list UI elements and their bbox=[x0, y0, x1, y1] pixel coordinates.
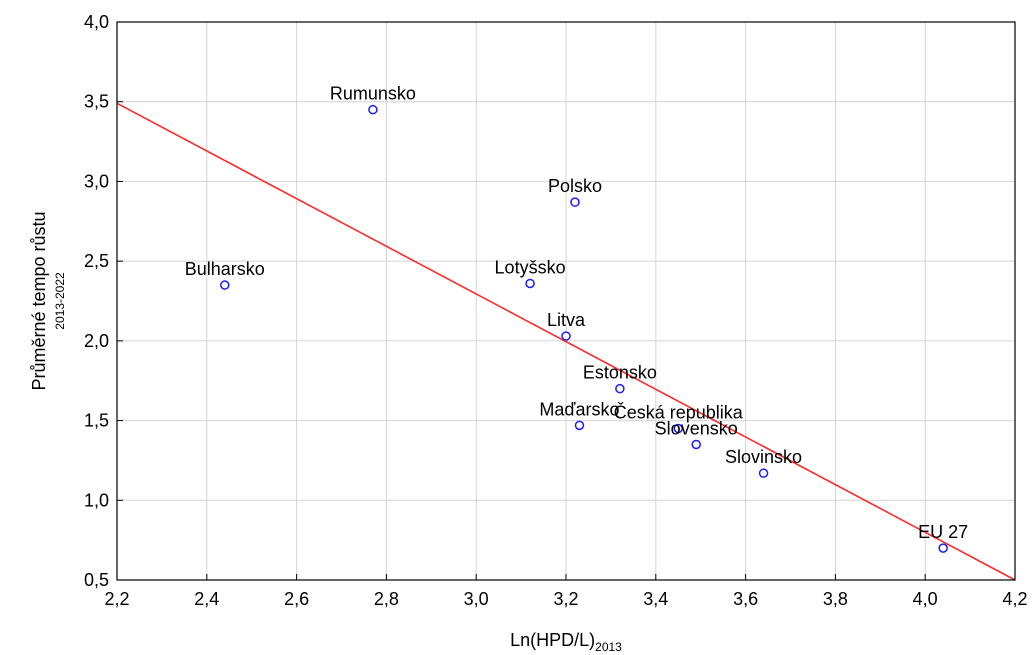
data-point bbox=[574, 420, 585, 431]
x-tick-label: 3,0 bbox=[464, 589, 489, 609]
point-label: Polsko bbox=[548, 176, 602, 196]
y-axis-title-group: Průměrné tempo růstu 2013-2022 bbox=[29, 211, 67, 390]
point-label: Bulharsko bbox=[185, 259, 265, 279]
x-tick-label: 2,2 bbox=[104, 589, 129, 609]
point-label: Slovensko bbox=[655, 418, 738, 438]
y-axis-title-subscript: 2013-2022 bbox=[53, 272, 67, 330]
x-tick-label: 3,8 bbox=[823, 589, 848, 609]
data-point bbox=[673, 423, 683, 434]
data-point bbox=[525, 278, 535, 289]
point-labels: Rumunsko Polsko Bulharsko Lotyšsko Litva Esto… bbox=[185, 84, 968, 542]
data-point bbox=[758, 468, 769, 478]
y-axis-title: Průměrné tempo růstu bbox=[29, 211, 49, 390]
point-label: Slovinsko bbox=[725, 447, 802, 467]
point-label: Estonsko bbox=[583, 363, 657, 383]
x-tick-label: 3,2 bbox=[553, 589, 578, 609]
x-axis-title-subscript: 2013 bbox=[595, 640, 622, 654]
x-axis-ticks: 2,2 2,4 2,6 2,8 3,0 3,2 3,4 3,6 3,8 4,0 4,2 bbox=[104, 574, 1028, 609]
point-label: EU 27 bbox=[918, 522, 968, 542]
x-tick-label: 3,4 bbox=[643, 589, 668, 609]
grid-lines bbox=[116, 21, 1016, 581]
data-points bbox=[220, 104, 948, 553]
y-tick-label: 1,0 bbox=[84, 490, 109, 510]
point-label: Rumunsko bbox=[330, 84, 416, 104]
y-tick-label: 3,0 bbox=[84, 171, 109, 191]
y-tick-label: 0,5 bbox=[84, 570, 109, 590]
data-point bbox=[570, 197, 580, 207]
data-point bbox=[691, 439, 701, 450]
x-axis-title: Ln(HPD/L)2013 bbox=[510, 630, 622, 654]
data-point bbox=[615, 383, 625, 394]
x-tick-label: 2,6 bbox=[284, 589, 309, 609]
y-axis-ticks: 0,5 1,0 1,5 2,0 2,5 3,0 3,5 4,0 bbox=[84, 12, 123, 590]
point-label: Maďarsko bbox=[539, 399, 619, 419]
x-tick-label: 2,4 bbox=[194, 589, 219, 609]
x-tick-label: 3,6 bbox=[733, 589, 758, 609]
data-point bbox=[368, 104, 378, 115]
y-tick-label: 4,0 bbox=[84, 12, 109, 32]
y-tick-label: 2,5 bbox=[84, 251, 109, 271]
x-tick-label: 2,8 bbox=[374, 589, 399, 609]
point-label: Litva bbox=[547, 310, 586, 330]
x-axis-title-main: Ln(HPD/L) bbox=[510, 630, 595, 650]
point-label: Česká republika bbox=[614, 402, 744, 423]
x-tick-label: 4,2 bbox=[1002, 589, 1027, 609]
regression-line-group bbox=[116, 102, 1016, 581]
point-label: Lotyšsko bbox=[495, 257, 566, 277]
data-point bbox=[561, 331, 571, 341]
data-point bbox=[938, 543, 948, 553]
y-tick-label: 2,0 bbox=[84, 331, 109, 351]
y-tick-label: 1,5 bbox=[84, 411, 109, 431]
x-tick-label: 4,0 bbox=[913, 589, 938, 609]
y-tick-label: 3,5 bbox=[84, 92, 109, 112]
data-point bbox=[220, 280, 230, 290]
regression-line bbox=[116, 102, 1016, 581]
